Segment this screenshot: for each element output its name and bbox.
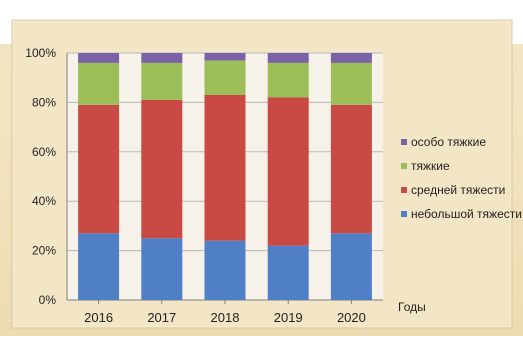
bar-segment [141,62,183,100]
y-tick-label: 20% [32,244,56,258]
legend-label: небольшой тяжести [411,207,522,221]
bar-segment [141,99,183,239]
legend-swatch [401,163,407,169]
x-tick-label: 2016 [84,310,113,325]
bar-segment [204,94,246,241]
bar-segment [78,53,120,63]
legend-label: особо тяжкие [411,135,486,149]
legend-swatch [401,211,407,217]
bar-segment [78,104,120,234]
legend-swatch [401,187,407,193]
bar-segment [267,53,309,63]
x-tick-label: 2019 [274,310,303,325]
x-tick-label: 2018 [211,310,240,325]
bar-segment [78,233,120,300]
bar-segment [141,238,183,300]
bar-segment [204,53,246,61]
bar-segment [78,62,120,105]
y-tick-label: 100% [25,46,56,60]
y-tick-label: 40% [32,194,56,208]
bar-segment [330,233,372,300]
slide-background: 0% 20% 40% 60% 80% 100% 2016 2017 2018 2019 2020 Го… [0,0,523,336]
bar-segment [141,53,183,63]
x-axis-label: Годы [398,300,426,314]
x-tick-label: 2020 [337,310,366,325]
y-tick-label: 80% [32,95,56,109]
legend-swatch [401,139,407,145]
bar-segment [267,245,309,300]
stacked-percentage-bar-chart: 0% 20% 40% 60% 80% 100% 2016 2017 2018 2019 2020 Го… [25,46,522,325]
legend-label: тяжкие [411,159,450,173]
x-tick-label: 2017 [147,310,176,325]
bar-segment [267,62,309,98]
bar-segment [330,53,372,63]
y-tick-label: 0% [39,293,57,307]
bar-segment [204,60,246,95]
bar-segment [330,62,372,105]
chart-panel: 0% 20% 40% 60% 80% 100% 2016 2017 2018 2019 2020 Го… [11,19,522,329]
y-tick-label: 60% [32,145,56,159]
bar-segment [204,240,246,300]
legend-label: средней тяжести [411,183,505,197]
bar-segment [330,104,372,234]
bar-segment [267,97,309,246]
